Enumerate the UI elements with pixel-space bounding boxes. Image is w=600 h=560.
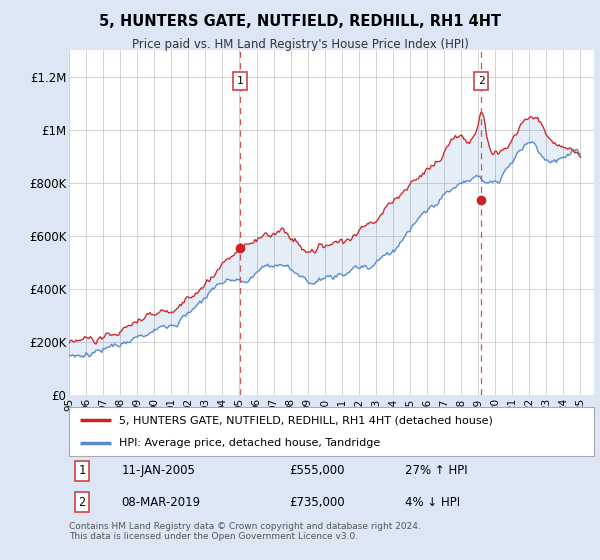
Text: 5, HUNTERS GATE, NUTFIELD, REDHILL, RH1 4HT (detached house): 5, HUNTERS GATE, NUTFIELD, REDHILL, RH1 …	[119, 416, 493, 426]
Text: 4% ↓ HPI: 4% ↓ HPI	[405, 496, 460, 509]
Text: 11-JAN-2005: 11-JAN-2005	[121, 464, 196, 477]
Text: Price paid vs. HM Land Registry's House Price Index (HPI): Price paid vs. HM Land Registry's House …	[131, 38, 469, 50]
Text: £555,000: £555,000	[290, 464, 345, 477]
Text: 2: 2	[79, 496, 86, 509]
Text: 27% ↑ HPI: 27% ↑ HPI	[405, 464, 467, 477]
Text: 5, HUNTERS GATE, NUTFIELD, REDHILL, RH1 4HT: 5, HUNTERS GATE, NUTFIELD, REDHILL, RH1 …	[99, 14, 501, 29]
Text: 2: 2	[478, 76, 485, 86]
Text: Contains HM Land Registry data © Crown copyright and database right 2024.
This d: Contains HM Land Registry data © Crown c…	[69, 522, 421, 542]
Text: 1: 1	[237, 76, 244, 86]
Text: 08-MAR-2019: 08-MAR-2019	[121, 496, 200, 509]
Text: 1: 1	[79, 464, 86, 477]
Text: £735,000: £735,000	[290, 496, 345, 509]
Text: HPI: Average price, detached house, Tandridge: HPI: Average price, detached house, Tand…	[119, 438, 380, 448]
